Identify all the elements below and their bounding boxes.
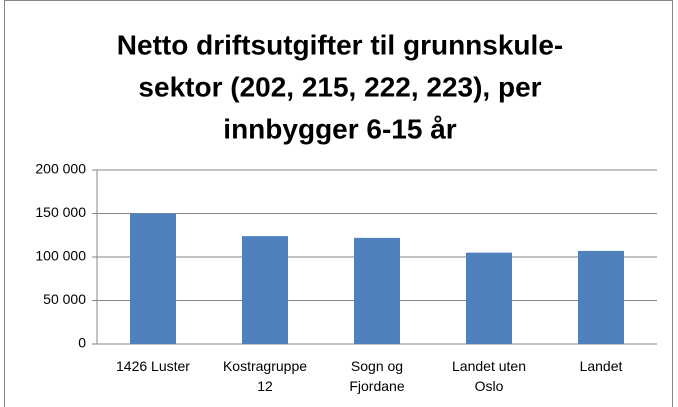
x-tick-label: Landet xyxy=(579,358,623,374)
chart-title: Netto driftsutgifter til grunnskule- xyxy=(117,29,563,60)
chart-border xyxy=(4,0,673,407)
y-tick-label: 100 000 xyxy=(35,248,86,264)
bar xyxy=(466,252,512,344)
x-tick-label: 1426 Luster xyxy=(116,358,190,374)
x-tick-label: Kostragruppe 12 xyxy=(222,358,308,394)
y-tick-label: 50 000 xyxy=(43,291,86,307)
chart-title: sektor (202, 215, 222, 223), per xyxy=(138,71,541,102)
x-tick-label: Landet uten Oslo xyxy=(452,358,526,394)
y-tick-label: 150 000 xyxy=(35,204,86,220)
x-tick-label: Sogn og Fjordane xyxy=(349,358,405,394)
bar xyxy=(354,237,400,344)
bar xyxy=(242,236,288,344)
bar xyxy=(578,250,624,344)
y-tick-label: 0 xyxy=(78,335,86,351)
chart-title: innbygger 6-15 år xyxy=(223,113,457,144)
bar xyxy=(130,213,176,344)
y-tick-label: 200 000 xyxy=(35,161,86,177)
